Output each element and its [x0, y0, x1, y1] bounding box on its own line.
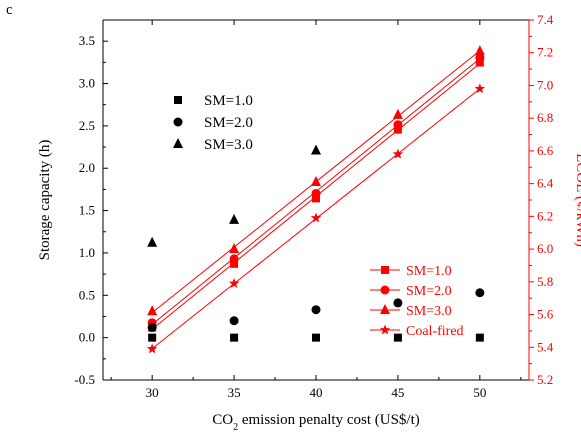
y-left-tick-label: 0.0	[79, 330, 95, 345]
lcoe-point-coal-fired	[392, 148, 404, 159]
storage-point-sm-2-0	[311, 305, 321, 315]
storage-point-sm-3-0	[229, 213, 240, 224]
legend-left-marker	[173, 117, 183, 127]
legend-left-label: SM=1.0	[204, 93, 253, 109]
legend-right-marker	[380, 304, 390, 314]
storage-points-group	[147, 144, 485, 342]
lcoe-point-coal-fired	[310, 212, 322, 223]
storage-point-sm-3-0	[147, 236, 158, 247]
y-right-tick-label: 7.2	[537, 45, 553, 60]
x-tick-label: 45	[391, 385, 404, 400]
storage-point-sm-1-0	[393, 333, 402, 342]
y-right-tick-label: 7.0	[537, 77, 553, 92]
storage-point-sm-1-0	[148, 333, 157, 342]
y-left-tick-label: 3.0	[79, 76, 95, 91]
y-right-axis-title: LCOE (¢/kWh)	[573, 153, 581, 247]
lcoe-point-sm-3-0	[229, 243, 240, 254]
lcoe-point-sm-1-0	[393, 125, 402, 134]
storage-point-sm-1-0	[230, 333, 239, 342]
panel-letter: c	[6, 2, 13, 18]
lcoe-point-coal-fired	[228, 277, 240, 288]
lcoe-point-sm-1-0	[312, 194, 320, 203]
y-right-tick-label: 6.0	[537, 241, 553, 256]
y-left-tick-label: 1.5	[79, 203, 95, 218]
x-axis-title: CO2 emission penalty cost (US$/t)	[212, 412, 420, 433]
y-right-tick-label: 5.4	[537, 339, 554, 354]
y-right-tick-label: 6.4	[537, 176, 554, 191]
lcoe-point-sm-3-0	[311, 176, 321, 186]
y-left-tick-label: 1.0	[79, 245, 95, 260]
y-right-tick-label: 6.6	[537, 143, 554, 158]
lcoe-point-sm-2-0	[393, 120, 403, 130]
x-tick-label: 35	[228, 385, 241, 400]
y-right-tick-label: 6.2	[537, 208, 553, 223]
legend-right-marker	[380, 285, 390, 295]
storage-point-sm-2-0	[393, 298, 403, 308]
storage-point-sm-2-0	[475, 288, 485, 298]
legend-right-label: Coal-fired	[406, 324, 464, 339]
y-left-tick-label: 0.5	[79, 287, 95, 302]
lcoe-point-sm-3-0	[474, 45, 485, 56]
lcoe-point-coal-fired	[146, 343, 158, 354]
storage-point-sm-1-0	[475, 333, 484, 342]
x-tick-label: 30	[146, 385, 159, 400]
y-left-tick-label: 2.5	[79, 118, 95, 133]
lcoe-point-sm-2-0	[229, 254, 239, 264]
lcoe-point-sm-1-0	[230, 259, 239, 268]
x-tick-label: 50	[473, 385, 486, 400]
legend-right-label: SM=2.0	[406, 284, 452, 299]
y-left-tick-label: 2.0	[79, 160, 95, 175]
y-left-tick-label: -0.5	[74, 372, 95, 387]
y-right-tick-label: 7.4	[537, 12, 554, 27]
storage-point-sm-2-0	[229, 316, 239, 326]
legend-right-label: SM=3.0	[406, 304, 452, 319]
lcoe-point-sm-3-0	[147, 305, 158, 316]
lcoe-point-coal-fired	[474, 83, 486, 94]
lcoe-point-sm-2-0	[475, 53, 485, 63]
y-right-tick-label: 5.8	[537, 274, 553, 289]
legend-left-label: SM=2.0	[204, 115, 253, 131]
y-right-tick-label: 6.8	[537, 110, 553, 125]
legend-left-label: SM=3.0	[204, 137, 253, 153]
storage-point-sm-1-0	[312, 333, 320, 342]
y-left-tick-label: 3.5	[79, 33, 95, 48]
x-tick-label: 40	[310, 385, 323, 400]
y-left-axis-title: Storage capacity (h)	[37, 140, 53, 261]
lcoe-point-sm-2-0	[311, 188, 321, 198]
legend-right-marker	[379, 324, 391, 335]
legend-left-marker	[173, 138, 183, 148]
legend-right-marker	[381, 266, 389, 274]
lcoe-point-sm-3-0	[392, 108, 403, 119]
storage-point-sm-2-0	[147, 322, 157, 332]
lcoe-point-sm-1-0	[475, 58, 484, 67]
storage-point-sm-3-0	[311, 144, 321, 155]
y-right-tick-label: 5.6	[537, 307, 554, 322]
legend-left-marker	[174, 96, 182, 104]
legend-right-label: SM=1.0	[406, 264, 452, 279]
y-right-tick-label: 5.2	[537, 372, 553, 387]
